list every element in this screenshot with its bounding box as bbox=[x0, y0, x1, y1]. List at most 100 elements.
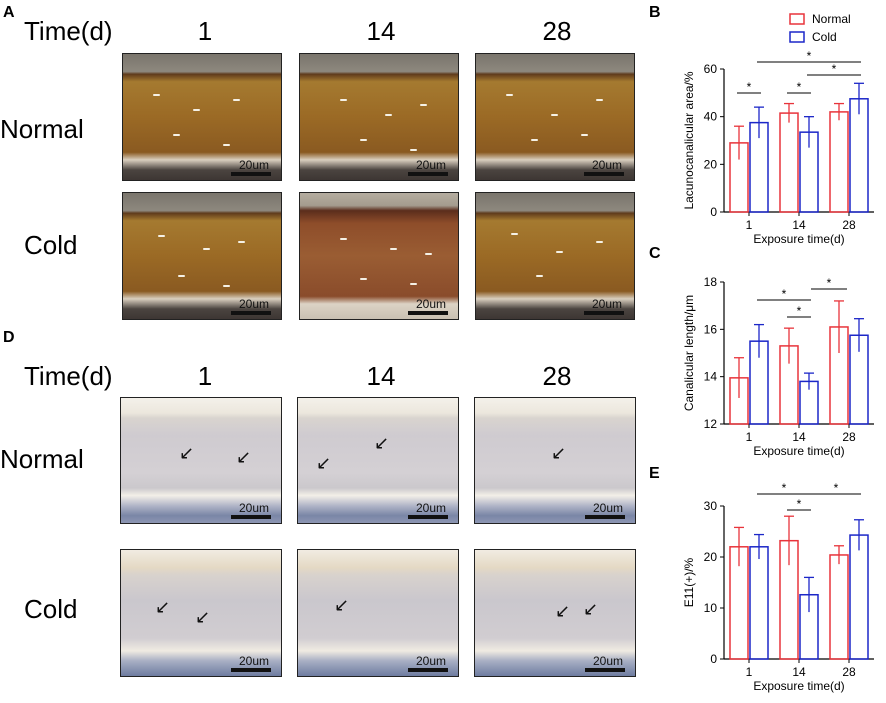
bar bbox=[849, 534, 869, 660]
scale-label: 20um bbox=[238, 297, 269, 311]
x-tick-label: 1 bbox=[746, 218, 753, 232]
y-tick-label: 16 bbox=[704, 322, 718, 336]
significance-star: * bbox=[827, 276, 832, 290]
y-tick-label: 0 bbox=[710, 652, 717, 666]
micrograph-d-cold-14: ↙ 20um bbox=[297, 549, 459, 677]
micrograph-a-cold-14: 20um bbox=[299, 192, 459, 320]
micrograph-a-normal-28: 20um bbox=[475, 53, 635, 181]
x-axis-label: Exposure time(d) bbox=[753, 444, 844, 458]
scale-label: 20um bbox=[415, 297, 446, 311]
scale-bar bbox=[408, 515, 448, 519]
y-tick-label: 12 bbox=[704, 417, 718, 431]
scale-bar bbox=[584, 172, 624, 176]
arrow-icon: ↙ bbox=[334, 595, 350, 615]
y-tick-label: 60 bbox=[704, 62, 718, 76]
micrograph-a-cold-28: 20um bbox=[475, 192, 635, 320]
scale-label: 20um bbox=[591, 158, 622, 172]
x-tick-label: 14 bbox=[792, 218, 806, 232]
arrow-icon: ↙ bbox=[316, 453, 332, 473]
scale-bar bbox=[408, 311, 448, 315]
row-label-d-normal: Normal bbox=[0, 444, 84, 474]
bar bbox=[779, 112, 799, 213]
significance-star: * bbox=[797, 497, 802, 511]
micrograph-d-cold-28: ↙ ↙ 20um bbox=[474, 549, 636, 677]
bar bbox=[749, 546, 769, 660]
significance-star: * bbox=[782, 287, 787, 301]
col-label-d-14: 14 bbox=[366, 361, 396, 391]
y-axis-label: Canalicular length/μm bbox=[682, 295, 696, 411]
y-tick-label: 20 bbox=[704, 550, 718, 564]
scale-label: 20um bbox=[238, 158, 269, 172]
y-tick-label: 14 bbox=[704, 370, 718, 384]
x-tick-label: 1 bbox=[746, 665, 753, 679]
scale-bar bbox=[408, 172, 448, 176]
x-tick-label: 28 bbox=[842, 665, 856, 679]
col-label-d-1: 1 bbox=[197, 361, 213, 391]
legend-label: Cold bbox=[812, 30, 837, 44]
significance-star: * bbox=[797, 80, 802, 94]
x-tick-label: 1 bbox=[746, 430, 753, 444]
panel-label-a: A bbox=[3, 4, 15, 21]
scale-label: 20um bbox=[415, 654, 446, 668]
y-axis-label: Lacunocanalicular area/% bbox=[682, 71, 696, 209]
col-label-a-1: 1 bbox=[197, 16, 213, 46]
legend-swatch bbox=[789, 13, 805, 25]
bar bbox=[849, 98, 869, 213]
arrow-icon: ↙ bbox=[236, 447, 252, 467]
row-label-a-normal: Normal bbox=[0, 114, 84, 144]
scale-label: 20um bbox=[238, 501, 269, 515]
y-tick-label: 30 bbox=[704, 499, 718, 513]
significance-star: * bbox=[807, 49, 812, 63]
scale-label: 20um bbox=[592, 654, 623, 668]
micrograph-a-cold-1: 20um bbox=[122, 192, 282, 320]
arrow-icon: ↙ bbox=[155, 597, 171, 617]
arrow-icon: ↙ bbox=[551, 443, 567, 463]
micrograph-d-normal-1: ↙ ↙ 20um bbox=[120, 397, 282, 524]
arrow-icon: ↙ bbox=[195, 607, 211, 627]
x-axis-label: Exposure time(d) bbox=[753, 232, 844, 246]
micrograph-a-normal-14: 20um bbox=[299, 53, 459, 181]
scale-bar bbox=[231, 311, 271, 315]
scale-bar bbox=[584, 311, 624, 315]
scale-label: 20um bbox=[238, 654, 269, 668]
arrow-icon: ↙ bbox=[555, 601, 571, 621]
row-label-a-cold: Cold bbox=[24, 230, 78, 260]
col-label-a-14: 14 bbox=[366, 16, 396, 46]
x-tick-label: 14 bbox=[792, 665, 806, 679]
significance-star: * bbox=[797, 304, 802, 318]
y-tick-label: 20 bbox=[704, 157, 718, 171]
x-tick-label: 28 bbox=[842, 218, 856, 232]
micrograph-d-normal-14: ↙ ↙ 20um bbox=[297, 397, 459, 524]
x-tick-label: 14 bbox=[792, 430, 806, 444]
panel-label-b: B bbox=[649, 4, 661, 21]
arrow-icon: ↙ bbox=[179, 443, 195, 463]
x-tick-label: 28 bbox=[842, 430, 856, 444]
arrow-icon: ↙ bbox=[374, 433, 390, 453]
scale-bar bbox=[585, 515, 625, 519]
legend-swatch bbox=[789, 31, 805, 43]
panel-label-e: E bbox=[649, 465, 660, 482]
time-label-d: Time(d) bbox=[24, 361, 113, 391]
significance-star: * bbox=[834, 481, 839, 495]
micrograph-a-normal-1: 20um bbox=[122, 53, 282, 181]
y-tick-label: 40 bbox=[704, 110, 718, 124]
micrograph-d-cold-1: ↙ ↙ 20um bbox=[120, 549, 282, 677]
row-label-d-cold: Cold bbox=[24, 594, 78, 624]
significance-star: * bbox=[782, 481, 787, 495]
significance-star: * bbox=[832, 62, 837, 76]
col-label-a-28: 28 bbox=[542, 16, 572, 46]
y-tick-label: 10 bbox=[704, 601, 718, 615]
scale-label: 20um bbox=[415, 158, 446, 172]
scale-bar bbox=[585, 668, 625, 672]
panel-label-d: D bbox=[3, 329, 15, 346]
x-axis-label: Exposure time(d) bbox=[753, 679, 844, 693]
scale-bar bbox=[408, 668, 448, 672]
scale-label: 20um bbox=[415, 501, 446, 515]
scale-label: 20um bbox=[591, 297, 622, 311]
bar bbox=[829, 554, 849, 660]
bar bbox=[829, 111, 849, 213]
y-tick-label: 0 bbox=[710, 205, 717, 219]
scale-bar bbox=[231, 668, 271, 672]
significance-star: * bbox=[747, 80, 752, 94]
